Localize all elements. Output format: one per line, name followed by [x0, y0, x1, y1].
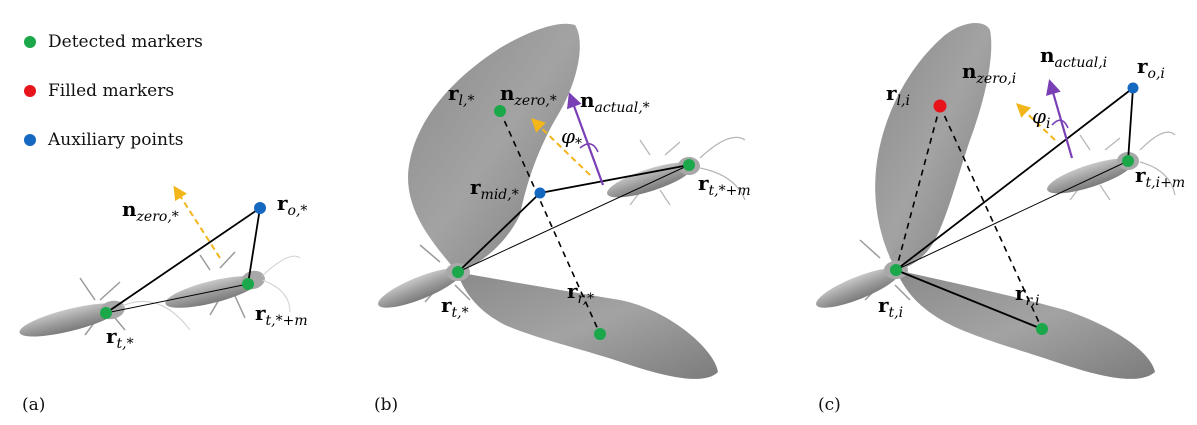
label-r-l: rl,i	[886, 81, 910, 109]
phi-angle-arc	[1051, 119, 1069, 129]
auxiliary-point-ro	[254, 202, 266, 214]
line-rt-rr	[895, 269, 1043, 330]
line-rt-rmid	[457, 192, 541, 273]
caption-a: (a)	[22, 395, 45, 415]
right-wing-icon	[896, 270, 1155, 379]
n-zero-arrow	[1015, 103, 1056, 141]
line-rt-rtm	[457, 164, 690, 273]
label-r-o: ro,i	[1137, 54, 1165, 82]
legend-item-filled: Filled markers	[24, 81, 174, 101]
filled-marker-icon	[24, 85, 36, 97]
line-rl-rr	[939, 105, 1043, 330]
label-n-zero: nzero,*	[500, 81, 557, 109]
detected-marker-rtm	[1122, 155, 1134, 167]
detected-marker-rtm	[242, 278, 254, 290]
filled-marker-rl	[933, 99, 947, 113]
legend-label: Detected markers	[48, 32, 203, 52]
label-r-t: rt,*	[106, 324, 134, 352]
legend-item-auxiliary: Auxiliary points	[24, 130, 183, 150]
label-n-actual: nactual,i	[1040, 43, 1107, 71]
caption-c: (c)	[818, 395, 841, 415]
caption-b: (b)	[374, 395, 398, 415]
detected-marker-rtm	[683, 159, 695, 171]
line-ro-rtm	[247, 207, 261, 285]
label-r-tm: rt,*+m	[698, 171, 751, 199]
phi-angle-arc	[579, 143, 599, 153]
label-r-r: rr,*	[567, 279, 594, 307]
line-rt-rtm	[895, 160, 1129, 271]
detected-marker-rt	[890, 264, 902, 276]
auxiliary-point-rmid	[534, 187, 546, 199]
auxiliary-point-icon	[24, 134, 36, 146]
label-r-t: rt,i	[878, 293, 903, 321]
n-zero-arrow	[173, 185, 221, 259]
insect-body-icon	[165, 251, 301, 319]
detected-marker-rl	[494, 105, 506, 117]
label-n-zero: nzero,*	[122, 197, 179, 225]
panel-b: rl,* nzero,* nactual,* φ* rmid,* rt,*+m …	[374, 23, 751, 415]
line-rmid-rtm	[539, 164, 690, 194]
legend-label: Auxiliary points	[47, 130, 183, 150]
line-rt-rtm	[105, 283, 249, 314]
detected-marker-rt	[452, 266, 464, 278]
label-n-zero: nzero,i	[962, 59, 1016, 87]
left-wing-icon	[408, 23, 580, 272]
n-zero-arrow	[530, 118, 591, 176]
line-rt-ro	[895, 87, 1134, 271]
legend-label: Filled markers	[48, 81, 174, 101]
panel-c: rl,i nzero,i nactual,i ro,i φi rt,i+m rt…	[816, 23, 1185, 415]
label-r-tm: rt,i+m	[1135, 163, 1185, 191]
right-wing-icon	[457, 272, 718, 379]
legend-item-detected: Detected markers	[24, 32, 203, 52]
label-r-l: rl,*	[448, 81, 474, 109]
left-wing-icon	[875, 23, 992, 271]
detected-marker-rt	[100, 307, 112, 319]
panel-a: nzero,* ro,* rt,* rt,*+m (a)	[19, 185, 308, 415]
line-ro-rtm	[1127, 87, 1134, 162]
detected-marker-rr	[594, 328, 606, 340]
n-actual-arrow	[567, 92, 605, 186]
label-r-t: rt,*	[441, 293, 469, 321]
insect-body-icon	[816, 239, 911, 308]
detected-marker-rr	[1036, 323, 1048, 335]
label-r-o: ro,*	[277, 191, 307, 219]
legend: Detected markers Filled markers Auxiliar…	[24, 32, 203, 150]
detected-marker-icon	[24, 36, 36, 48]
label-phi: φ*	[561, 124, 582, 152]
label-r-tm: rt,*+m	[255, 301, 308, 329]
label-r-mid: rmid,*	[470, 175, 519, 203]
line-rl-rr	[499, 110, 601, 335]
label-phi: φi	[1032, 104, 1051, 132]
label-r-r: rr,i	[1015, 281, 1040, 309]
line-rt-ro	[105, 207, 261, 314]
auxiliary-point-ro	[1127, 82, 1139, 94]
label-n-actual: nactual,*	[580, 88, 650, 116]
